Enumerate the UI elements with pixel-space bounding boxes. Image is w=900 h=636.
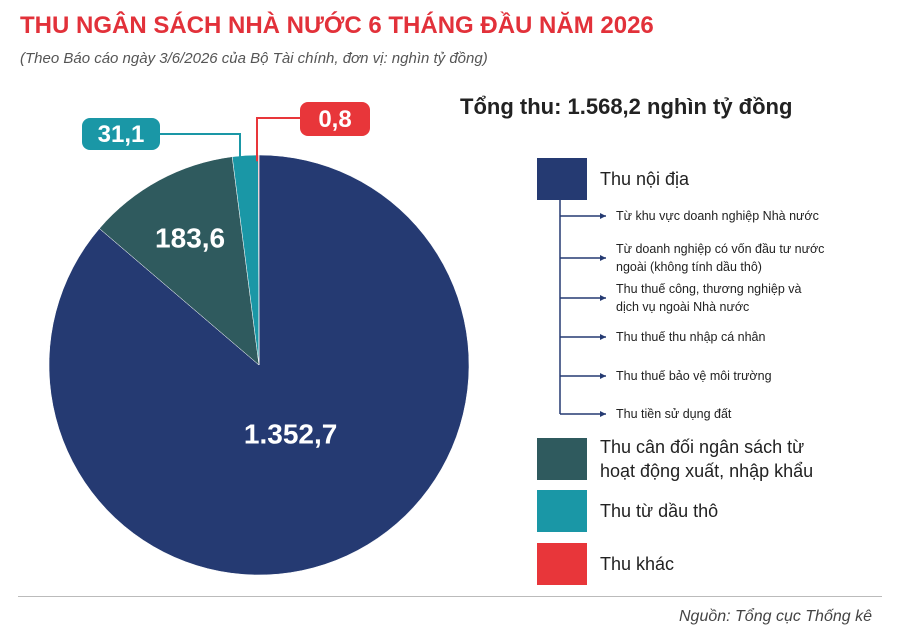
sub-item-label: Thu thuế công, thương nghiệp và dịch vụ … — [616, 282, 802, 314]
source: Nguồn: Tổng cục Thống kê — [678, 608, 872, 625]
legend-swatch — [537, 543, 587, 585]
tree-arrow — [600, 295, 606, 301]
sub-item-label: Từ doanh nghiệp có vốn đầu tư nước ngoài… — [616, 242, 825, 274]
tree-arrow — [600, 334, 606, 340]
legend-label: Thu từ dầu thô — [600, 501, 719, 521]
sub-item-label: Thu tiền sử dụng đất — [616, 407, 732, 421]
legend-label: Thu cân đối ngân sách từ hoạt động xuất,… — [600, 437, 814, 481]
callout-line — [256, 117, 300, 162]
tree-arrow — [600, 213, 606, 219]
legend-swatch — [537, 438, 587, 480]
tree-arrow — [600, 255, 606, 261]
total-label: Tổng thu: 1.568,2 nghìn tỷ đồng — [460, 94, 793, 119]
tree-arrow — [600, 411, 606, 417]
pie-slice — [258, 154, 260, 366]
callout-line — [160, 133, 241, 162]
divider — [18, 596, 882, 597]
legend-label: Thu nội địa — [600, 169, 690, 189]
data-label: 31,1 — [98, 121, 145, 148]
callout-box — [82, 118, 160, 150]
callout-box — [300, 102, 370, 136]
data-label: 183,6 — [155, 223, 225, 254]
legend-swatch — [537, 490, 587, 532]
sub-item-label: Thu thuế thu nhập cá nhân — [616, 330, 766, 344]
chart-subtitle: (Theo Báo cáo ngày 3/6/2026 của Bộ Tài c… — [20, 50, 488, 67]
tree-arrow — [600, 373, 606, 379]
data-label: 1.352,7 — [244, 419, 337, 450]
sub-item-label: Thu thuế bảo vệ môi trường — [616, 369, 772, 383]
chart-title: THU NGÂN SÁCH NHÀ NƯỚC 6 THÁNG ĐẦU NĂM 2… — [20, 12, 654, 39]
data-label: 0,8 — [318, 106, 351, 133]
legend-swatch — [537, 158, 587, 200]
pie-slice — [99, 156, 260, 366]
legend-label: Thu khác — [600, 554, 675, 574]
sub-item-label: Từ khu vực doanh nghiệp Nhà nước — [616, 209, 819, 223]
